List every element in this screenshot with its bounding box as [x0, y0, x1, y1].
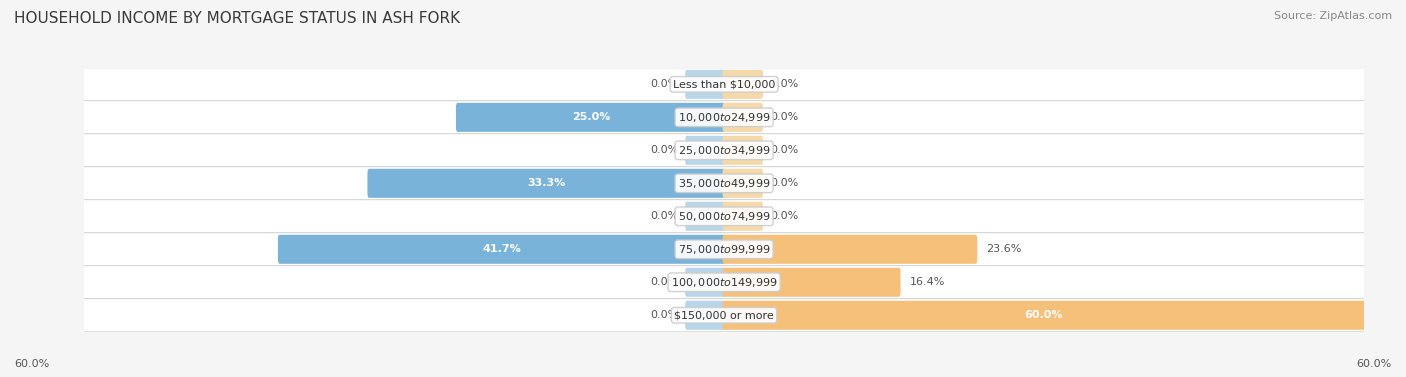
- FancyBboxPatch shape: [367, 169, 725, 198]
- FancyBboxPatch shape: [685, 202, 725, 231]
- FancyBboxPatch shape: [723, 301, 1365, 330]
- Text: Less than $10,000: Less than $10,000: [673, 79, 775, 89]
- Text: Source: ZipAtlas.com: Source: ZipAtlas.com: [1274, 11, 1392, 21]
- Text: $35,000 to $49,999: $35,000 to $49,999: [678, 177, 770, 190]
- Text: 60.0%: 60.0%: [14, 359, 49, 369]
- Text: 0.0%: 0.0%: [770, 178, 799, 188]
- FancyBboxPatch shape: [77, 68, 1371, 101]
- Text: $100,000 to $149,999: $100,000 to $149,999: [671, 276, 778, 289]
- Text: 0.0%: 0.0%: [770, 79, 799, 89]
- FancyBboxPatch shape: [77, 167, 1371, 200]
- Text: $25,000 to $34,999: $25,000 to $34,999: [678, 144, 770, 157]
- Text: 33.3%: 33.3%: [527, 178, 565, 188]
- Text: HOUSEHOLD INCOME BY MORTGAGE STATUS IN ASH FORK: HOUSEHOLD INCOME BY MORTGAGE STATUS IN A…: [14, 11, 460, 26]
- FancyBboxPatch shape: [723, 268, 901, 297]
- FancyBboxPatch shape: [723, 70, 763, 99]
- FancyBboxPatch shape: [77, 233, 1371, 266]
- FancyBboxPatch shape: [685, 301, 725, 330]
- FancyBboxPatch shape: [278, 235, 725, 264]
- Text: 60.0%: 60.0%: [1357, 359, 1392, 369]
- Text: 25.0%: 25.0%: [572, 112, 610, 123]
- Text: 0.0%: 0.0%: [650, 310, 678, 320]
- FancyBboxPatch shape: [723, 136, 763, 165]
- Text: 0.0%: 0.0%: [650, 145, 678, 155]
- Text: 0.0%: 0.0%: [650, 277, 678, 287]
- Text: 0.0%: 0.0%: [770, 112, 799, 123]
- FancyBboxPatch shape: [77, 299, 1371, 332]
- Text: 23.6%: 23.6%: [987, 244, 1022, 254]
- FancyBboxPatch shape: [685, 70, 725, 99]
- Text: 0.0%: 0.0%: [650, 211, 678, 221]
- FancyBboxPatch shape: [723, 202, 763, 231]
- Text: $10,000 to $24,999: $10,000 to $24,999: [678, 111, 770, 124]
- Text: $50,000 to $74,999: $50,000 to $74,999: [678, 210, 770, 223]
- Text: $150,000 or more: $150,000 or more: [675, 310, 773, 320]
- FancyBboxPatch shape: [77, 134, 1371, 167]
- FancyBboxPatch shape: [77, 266, 1371, 299]
- FancyBboxPatch shape: [77, 101, 1371, 134]
- FancyBboxPatch shape: [723, 235, 977, 264]
- Text: 41.7%: 41.7%: [482, 244, 522, 254]
- Text: $75,000 to $99,999: $75,000 to $99,999: [678, 243, 770, 256]
- FancyBboxPatch shape: [723, 103, 763, 132]
- FancyBboxPatch shape: [77, 200, 1371, 233]
- Text: 60.0%: 60.0%: [1025, 310, 1063, 320]
- Text: 0.0%: 0.0%: [770, 145, 799, 155]
- Text: 0.0%: 0.0%: [650, 79, 678, 89]
- FancyBboxPatch shape: [685, 268, 725, 297]
- FancyBboxPatch shape: [723, 169, 763, 198]
- FancyBboxPatch shape: [456, 103, 725, 132]
- Text: 16.4%: 16.4%: [910, 277, 945, 287]
- Text: 0.0%: 0.0%: [770, 211, 799, 221]
- FancyBboxPatch shape: [685, 136, 725, 165]
